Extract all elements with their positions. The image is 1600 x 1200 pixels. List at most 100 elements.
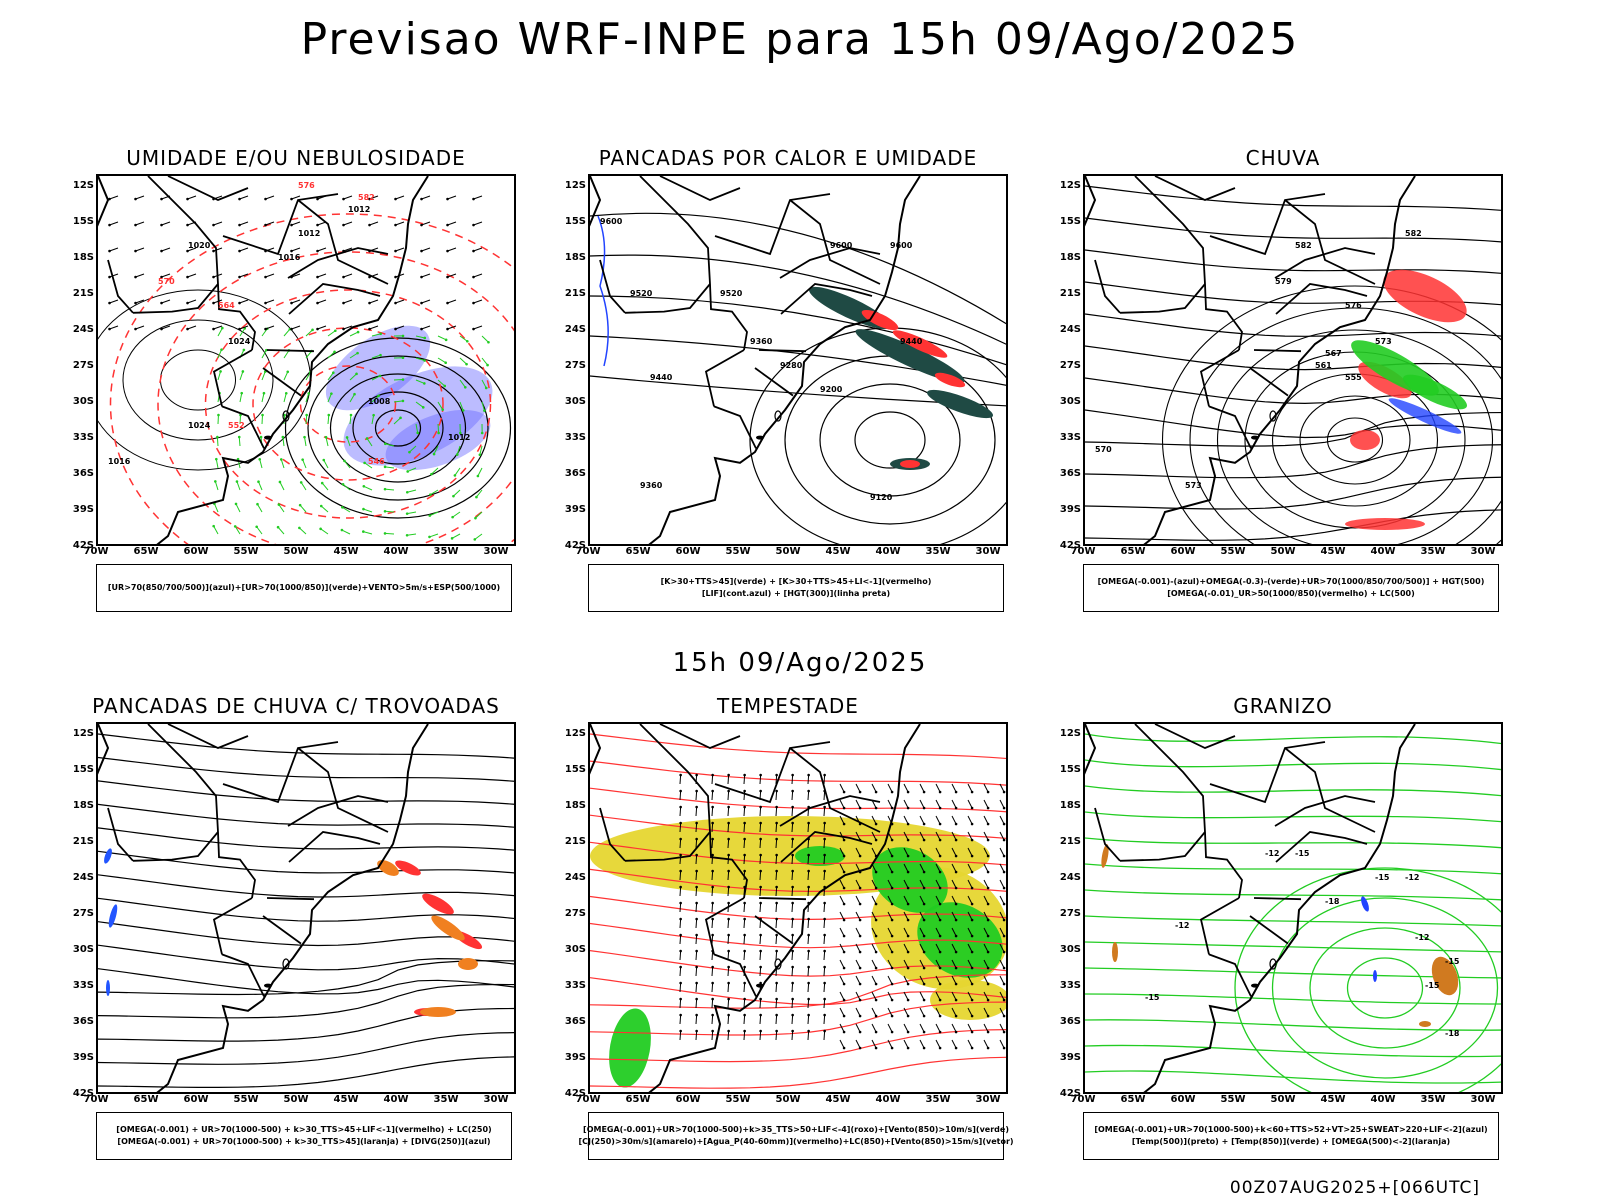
wind-vector	[935, 959, 941, 969]
contour-label: -18	[1325, 897, 1340, 906]
wind-arrow-head	[405, 512, 409, 515]
wind-arrow-head	[405, 533, 409, 537]
wind-vector-head	[711, 837, 714, 841]
wind-vector	[919, 1007, 925, 1017]
wind-arrow	[429, 511, 439, 517]
latitude-label: 24S	[564, 872, 586, 883]
state-border	[639, 176, 711, 285]
map-frame[interactable]: 582 582 579 576 573 567 561 555 573 570	[1083, 174, 1503, 546]
contour-label: 9600	[830, 241, 853, 250]
wind-vector-head	[759, 773, 762, 777]
map-frame[interactable]	[96, 722, 516, 1094]
wind-arrow-head	[237, 435, 241, 439]
wind-vector	[903, 943, 909, 953]
wind-vector	[807, 790, 810, 801]
state-border	[659, 724, 741, 749]
wind-vector	[935, 1023, 941, 1033]
wind-vector-head	[858, 854, 862, 858]
wind-arrow-head	[432, 452, 436, 456]
wind-vector	[759, 886, 762, 897]
latitude-label: 27S	[72, 908, 94, 919]
wind-vector-head	[986, 870, 990, 874]
wind-arrow	[415, 423, 419, 433]
wind-arrow	[473, 247, 483, 252]
wind-vector-head	[842, 1014, 846, 1018]
wind-vector-head	[823, 933, 826, 937]
divergence-area	[108, 904, 118, 928]
map-frame[interactable]: 1012 1012 1016 1020 1024 1024 1016 1012 1008 564 5…	[96, 174, 516, 546]
wind-vector-head	[791, 885, 794, 889]
wind-vector	[679, 966, 682, 977]
wind-vector	[935, 1039, 941, 1049]
wind-arrow-head	[446, 327, 449, 331]
omega-ur-area	[1345, 518, 1425, 530]
wind-arrow	[300, 482, 307, 491]
state-border	[704, 349, 745, 407]
wind-vector	[711, 1014, 714, 1025]
wind-vector-head	[711, 901, 714, 905]
wind-vector	[967, 847, 973, 857]
longitude-axis: 70W 65W 60W 55W 50W 45W 40W 35W 30W	[576, 1094, 1008, 1108]
map-frame[interactable]: -12 -15 -18 -15 -12 -15 -15 -12 -12 -15 -18	[1083, 722, 1503, 1094]
map-frame[interactable]	[588, 722, 1008, 1094]
wind-vector-head	[986, 934, 990, 938]
wind-vector-head	[874, 790, 878, 794]
wind-arrow	[481, 401, 485, 411]
wind-arrow-head	[341, 482, 345, 486]
wind-vector	[983, 799, 989, 809]
wind-vector-head	[874, 1046, 878, 1050]
wind-vector	[775, 774, 778, 785]
wind-vector-head	[823, 837, 826, 841]
wind-arrow	[213, 299, 223, 304]
wind-arrow-head	[134, 197, 137, 201]
wind-vector	[903, 975, 909, 985]
wind-arrow-head	[160, 301, 163, 305]
wind-arrow-head	[450, 537, 454, 540]
wind-arrow-head	[362, 507, 365, 511]
latitude-label: 33S	[1059, 432, 1081, 443]
state-border	[599, 259, 626, 314]
map-frame[interactable]: 9600 9600 9600 9520 9520 9440 9360 9280 9200 9120…	[588, 174, 1008, 546]
wind-arrow-head	[378, 374, 382, 378]
wind-vector-head	[807, 1013, 810, 1017]
state-border	[288, 283, 381, 315]
wind-arrow	[265, 221, 275, 226]
wind-arrow	[349, 393, 355, 403]
wind-vector	[791, 790, 794, 801]
wind-arrow	[258, 481, 263, 491]
legend-box: [UR>70(850/700/500)](azul)+[UR>70(1000/8…	[96, 564, 512, 612]
legend-box: [OMEGA(-0.001)+UR>70(1000-500)+k>35_TTS>…	[578, 1112, 1014, 1160]
latitude-label: 42S	[564, 1088, 586, 1099]
wind-arrow	[217, 349, 222, 359]
wind-arrow	[459, 357, 467, 365]
state-border	[167, 724, 249, 749]
wind-arrow-head	[279, 458, 283, 461]
wind-arrow-head	[472, 301, 475, 305]
wind-vector-head	[842, 790, 846, 794]
wind-vector-head	[842, 1030, 846, 1034]
wind-arrow	[234, 526, 241, 535]
wind-arrow	[217, 371, 222, 381]
state-border	[1253, 349, 1302, 353]
coastline-west	[590, 176, 602, 227]
wind-vector-head	[906, 950, 910, 954]
wind-vector	[791, 982, 794, 993]
wind-arrow-head	[301, 458, 304, 461]
wind-vector-head	[807, 853, 810, 857]
wind-vector-head	[922, 902, 926, 906]
wind-arrow	[371, 395, 379, 403]
wind-vector	[999, 911, 1005, 921]
wind-arrow-head	[186, 275, 189, 279]
wind-arrow	[213, 247, 223, 252]
lagoon	[774, 958, 782, 970]
wind-vector-head	[890, 806, 894, 810]
wind-arrow	[305, 414, 308, 425]
wind-arrow-head	[405, 490, 409, 494]
wind-arrow	[473, 273, 483, 278]
temp850-contour	[1309, 927, 1461, 1049]
wind-vector-head	[807, 917, 810, 921]
wind-arrow	[433, 445, 439, 455]
wind-vector	[855, 783, 861, 793]
wind-vector	[791, 870, 794, 881]
wind-vector	[727, 774, 730, 785]
